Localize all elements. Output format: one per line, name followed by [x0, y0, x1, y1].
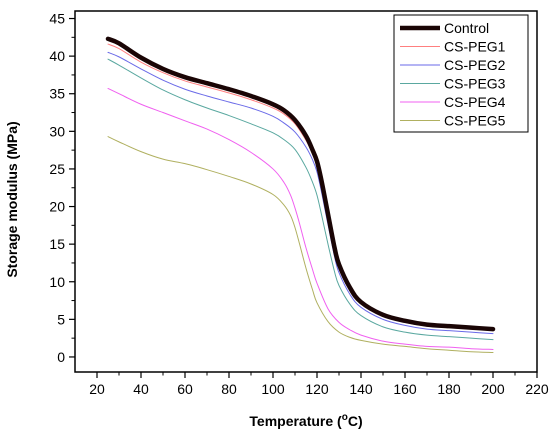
x-axis-title-suffix: C) — [348, 413, 363, 429]
legend-entry-cs-peg4: CS-PEG4 — [400, 94, 506, 110]
series-layer — [105, 36, 496, 353]
legend-label: Control — [444, 20, 489, 36]
x-tick-label: 80 — [221, 381, 237, 397]
series-line-control — [105, 36, 496, 332]
y-tick-label: 45 — [49, 11, 65, 27]
y-tick-label: 5 — [57, 311, 65, 327]
x-tick-label: 220 — [525, 381, 549, 397]
x-tick-label: 60 — [177, 381, 193, 397]
y-tick-label: 25 — [49, 161, 65, 177]
x-tick-label: 160 — [393, 381, 417, 397]
y-tick-label: 30 — [49, 123, 65, 139]
y-axis-title: Storage modulus (MPa) — [4, 121, 20, 277]
legend-entry-control: Control — [400, 20, 489, 36]
x-axis-title-prefix: Temperature ( — [249, 413, 342, 429]
x-tick-label: 20 — [89, 381, 105, 397]
series-line-cs-peg5 — [107, 136, 494, 353]
x-tick-label: 40 — [133, 381, 149, 397]
y-axis: 0 5 10 15 20 25 30 35 40 45 — [49, 11, 75, 365]
series-line-cs-peg4 — [107, 87, 494, 350]
y-tick-label: 10 — [49, 274, 65, 290]
legend-label: CS-PEG1 — [444, 39, 506, 55]
plot-area — [74, 10, 538, 373]
y-tick-label: 40 — [49, 48, 65, 64]
x-tick-label: 120 — [305, 381, 329, 397]
y-tick-label: 35 — [49, 86, 65, 102]
x-tick-label: 180 — [437, 381, 461, 397]
y-tick-label: 20 — [49, 199, 65, 215]
legend-label: CS-PEG2 — [444, 57, 506, 73]
x-axis-title: Temperature (oC) — [249, 412, 362, 429]
legend-entry-cs-peg5: CS-PEG5 — [400, 113, 506, 129]
plot-frame — [74, 10, 538, 373]
x-tick-label: 140 — [349, 381, 373, 397]
legend-label: CS-PEG3 — [444, 76, 506, 92]
legend-entry-cs-peg3: CS-PEG3 — [400, 76, 506, 92]
series-line-cs-peg2 — [107, 51, 494, 335]
series-line-cs-peg3 — [107, 58, 494, 341]
legend-label: CS-PEG4 — [444, 94, 506, 110]
legend-entry-cs-peg2: CS-PEG2 — [400, 57, 506, 73]
x-tick-label: 100 — [261, 381, 285, 397]
x-axis-title-degree: o — [342, 412, 348, 423]
legend-box — [393, 14, 529, 133]
y-tick-label: 15 — [49, 236, 65, 252]
legend-entry-cs-peg1: CS-PEG1 — [400, 39, 506, 55]
y-tick-label: 0 — [57, 349, 65, 365]
x-axis: 20 40 60 80 100 120 140 160 180 200 220 — [89, 372, 549, 397]
legend-label: CS-PEG5 — [444, 113, 506, 129]
legend: Control CS-PEG1 CS-PEG2 CS-PEG3 CS-PEG4 CS-PE… — [393, 14, 529, 133]
x-tick-label: 200 — [481, 381, 505, 397]
